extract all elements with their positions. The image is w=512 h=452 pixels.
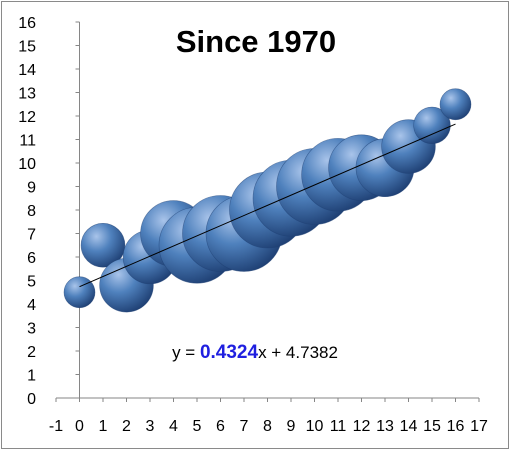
y-tick-label: 2 (27, 344, 36, 361)
y-tick-label: 6 (27, 250, 36, 267)
x-tick-label: 7 (240, 418, 249, 435)
y-tick-label: 4 (27, 297, 36, 314)
x-tick-label: 13 (376, 418, 394, 435)
y-tick-label: 0 (27, 391, 36, 408)
x-tick-label: 15 (423, 418, 441, 435)
y-tick-label: 15 (18, 39, 36, 56)
x-tick-label: 14 (400, 418, 418, 435)
bubble-point[interactable] (80, 223, 126, 268)
y-tick-label: 1 (27, 368, 36, 385)
y-tick-label: 12 (18, 109, 36, 126)
y-tick-label: 13 (18, 86, 36, 103)
x-tick-label: 9 (287, 418, 296, 435)
x-tick-label: 10 (306, 418, 324, 435)
x-tick-label: 8 (263, 418, 272, 435)
x-tick-label: 16 (447, 418, 465, 435)
chart-title: Since 1970 (176, 24, 336, 59)
x-tick-label: 11 (330, 418, 347, 435)
y-tick-label: 8 (27, 203, 36, 220)
bubble-point[interactable] (63, 276, 96, 309)
y-tick-label: 7 (27, 227, 36, 244)
bubble-point[interactable] (413, 106, 451, 145)
equation-slope: 0.4324 (200, 342, 259, 363)
y-tick-label: 3 (27, 321, 36, 338)
x-tick-label: 12 (353, 418, 371, 435)
x-axis: -1 0 1 2 3 4 5 6 7 8 9 10 11 12 13 14 15 16 17 (49, 397, 488, 435)
trendline-equation: y = 0.4324x + 4.7382 (172, 342, 338, 363)
equation-suffix: x + 4.7382 (258, 343, 338, 362)
y-tick-label: 5 (27, 274, 36, 291)
x-tick-label: 1 (99, 418, 108, 435)
x-tick-label: 4 (169, 418, 178, 435)
x-tick-label: 5 (193, 418, 202, 435)
y-tick-label: 11 (19, 133, 36, 150)
x-tick-label: 2 (122, 418, 131, 435)
y-tick-label: 10 (18, 156, 36, 173)
x-tick-label: 17 (470, 418, 488, 435)
trendline (79, 123, 456, 288)
equation-prefix: y = (172, 343, 200, 362)
x-tick-label: -1 (49, 418, 63, 435)
bubbles (63, 88, 472, 313)
x-tick-label: 0 (75, 418, 84, 435)
x-tick-label: 3 (146, 418, 155, 435)
y-tick-label: 9 (27, 180, 36, 197)
trendline-layer (79, 123, 456, 288)
x-tick-label: 6 (216, 418, 225, 435)
y-tick-label: 14 (18, 62, 36, 79)
y-tick-label: 16 (18, 15, 36, 32)
bubble-point[interactable] (439, 88, 472, 121)
